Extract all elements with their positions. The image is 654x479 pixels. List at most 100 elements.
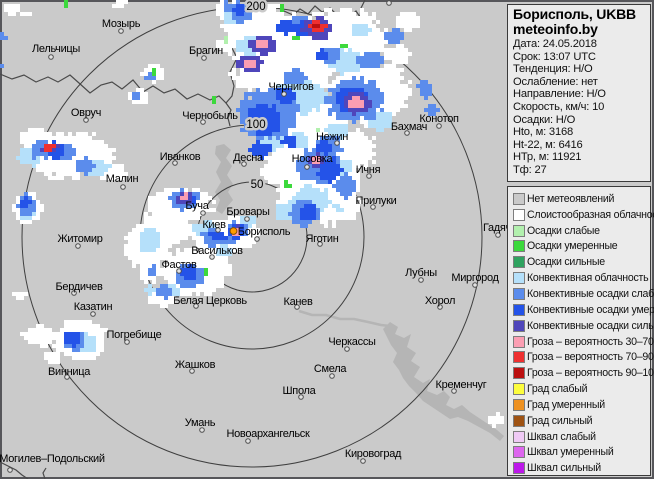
echo-cell-st — [340, 156, 344, 160]
echo-cell-cc — [240, 220, 244, 224]
echo-cell-st — [324, 64, 328, 68]
echo-cell-st — [376, 32, 380, 36]
echo-cell-st — [248, 228, 252, 232]
echo-cell-st — [144, 216, 148, 220]
echo-cell-st — [160, 216, 164, 220]
echo-cell-c2 — [256, 120, 260, 124]
echo-cell-st — [352, 12, 356, 16]
echo-cell-st — [124, 252, 128, 256]
echo-cell-st — [404, 92, 408, 96]
echo-cell-c1 — [328, 100, 332, 104]
echo-cell-st — [108, 152, 112, 156]
echo-cell-st — [168, 188, 172, 192]
echo-cell-st — [288, 168, 292, 172]
echo-cell-c1 — [364, 64, 368, 68]
echo-cell-cc — [92, 344, 96, 348]
echo-cell-st — [100, 144, 104, 148]
echo-cell-st — [276, 152, 280, 156]
echo-cell-st — [164, 256, 168, 260]
echo-cell-cc — [356, 68, 360, 72]
echo-cell-c1 — [320, 180, 324, 184]
echo-cell-st — [364, 76, 368, 80]
echo-cell-c2 — [252, 144, 256, 148]
echo-cell-st — [356, 140, 360, 144]
echo-cell-c1 — [304, 152, 308, 156]
echo-cell-st — [120, 176, 124, 180]
echo-cell-c2 — [288, 20, 292, 24]
echo-cell-st — [308, 60, 312, 64]
echo-cell-c1 — [296, 104, 300, 108]
echo-cell-st — [16, 4, 20, 8]
echo-cell-st — [160, 252, 164, 256]
echo-cell-cc — [300, 108, 304, 112]
echo-cell-st — [148, 204, 152, 208]
echo-cell-c2 — [276, 112, 280, 116]
echo-cell-c1 — [208, 236, 212, 240]
echo-cell-st — [272, 84, 276, 88]
echo-cell-cc — [332, 124, 336, 128]
echo-cell-st — [232, 28, 236, 32]
echo-cell-cc — [276, 84, 280, 88]
echo-cell-st — [144, 272, 148, 276]
echo-cell-c1 — [316, 216, 320, 220]
echo-cell-st — [308, 40, 312, 44]
echo-cell-c2 — [260, 144, 264, 148]
echo-cell-st — [12, 204, 16, 208]
echo-cell-cc — [308, 188, 312, 192]
echo-cell-st — [156, 296, 160, 300]
echo-cell-cc — [308, 88, 312, 92]
echo-cell-st — [296, 180, 300, 184]
echo-cell-c1 — [380, 92, 384, 96]
echo-cell-c1 — [300, 76, 304, 80]
echo-cell-st — [312, 128, 316, 132]
echo-cell-st — [64, 160, 68, 164]
echo-cell-c1 — [348, 188, 352, 192]
echo-cell-st — [172, 300, 176, 304]
echo-cell-c1 — [328, 60, 332, 64]
echo-cell-st — [264, 168, 268, 172]
echo-cell-st — [144, 224, 148, 228]
echo-cell-st — [292, 64, 296, 68]
echo-cell-c2 — [344, 108, 348, 112]
echo-cell-c1 — [132, 96, 136, 100]
echo-cell-st — [276, 40, 280, 44]
echo-cell-st — [388, 72, 392, 76]
echo-cell-st — [312, 124, 316, 128]
echo-cell-st — [112, 172, 116, 176]
echo-cell-st — [152, 260, 156, 264]
echo-cell-c1 — [296, 16, 300, 20]
echo-cell-st — [264, 32, 268, 36]
echo-cell-st — [324, 84, 328, 88]
echo-cell-c1 — [292, 112, 296, 116]
echo-cell-st — [288, 64, 292, 68]
echo-cell-st — [276, 12, 280, 16]
echo-cell-st — [8, 4, 12, 8]
echo-cell-st — [132, 100, 136, 104]
echo-cell-st — [248, 4, 252, 8]
echo-cell-st — [236, 32, 240, 36]
echo-cell-c1 — [204, 232, 208, 236]
echo-cell-c1 — [424, 88, 428, 92]
echo-cell-c1 — [72, 152, 76, 156]
echo-cell-c2 — [192, 200, 196, 204]
echo-cell-c2 — [248, 116, 252, 120]
echo-cell-st — [156, 256, 160, 260]
echo-cell-c2 — [184, 272, 188, 276]
echo-cell-st — [316, 132, 320, 136]
echo-cell-c1 — [136, 92, 140, 96]
echo-cell-st — [304, 72, 308, 76]
echo-cell-st — [28, 144, 32, 148]
echo-cell-st — [276, 48, 280, 52]
echo-cell-st — [296, 152, 300, 156]
echo-cell-st — [56, 340, 60, 344]
echo-cell-cc — [216, 248, 220, 252]
echo-cell-cc — [340, 172, 344, 176]
echo-cell-cc — [252, 52, 256, 56]
echo-cell-st — [76, 172, 80, 176]
echo-cell-st — [368, 148, 372, 152]
echo-cell-st — [128, 92, 132, 96]
echo-cell-st — [76, 140, 80, 144]
echo-cell-st — [164, 188, 168, 192]
echo-cell-st — [292, 48, 296, 52]
echo-cell-st — [180, 216, 184, 220]
